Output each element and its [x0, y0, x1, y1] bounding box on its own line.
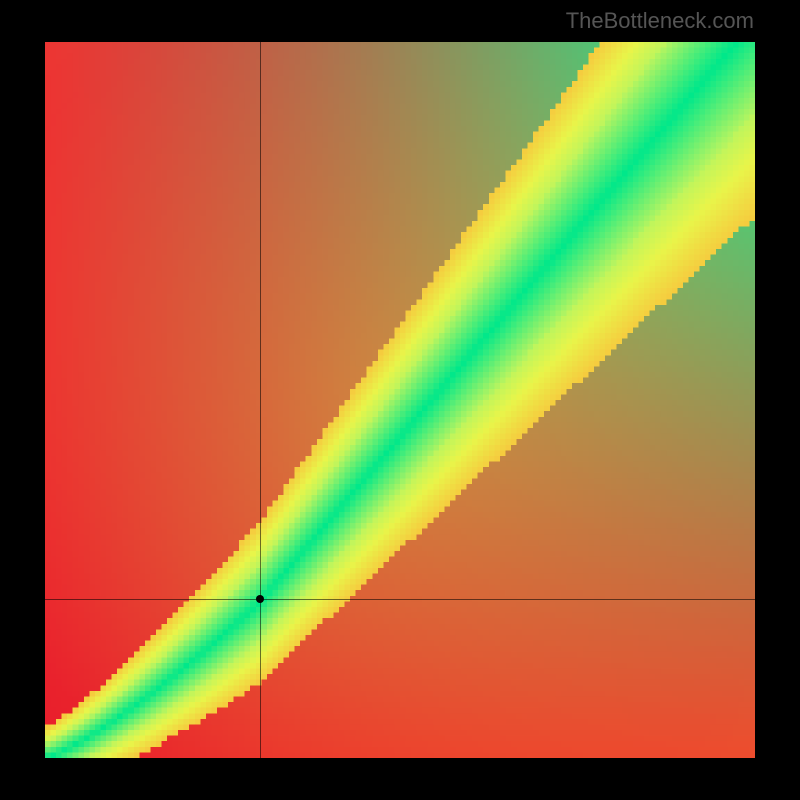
crosshair-vertical	[260, 42, 261, 758]
plot-area	[45, 42, 755, 758]
crosshair-dot	[256, 595, 264, 603]
watermark-text: TheBottleneck.com	[566, 8, 754, 34]
heatmap-canvas	[45, 42, 755, 758]
crosshair-horizontal	[45, 599, 755, 600]
figure-root: TheBottleneck.com	[0, 0, 800, 800]
